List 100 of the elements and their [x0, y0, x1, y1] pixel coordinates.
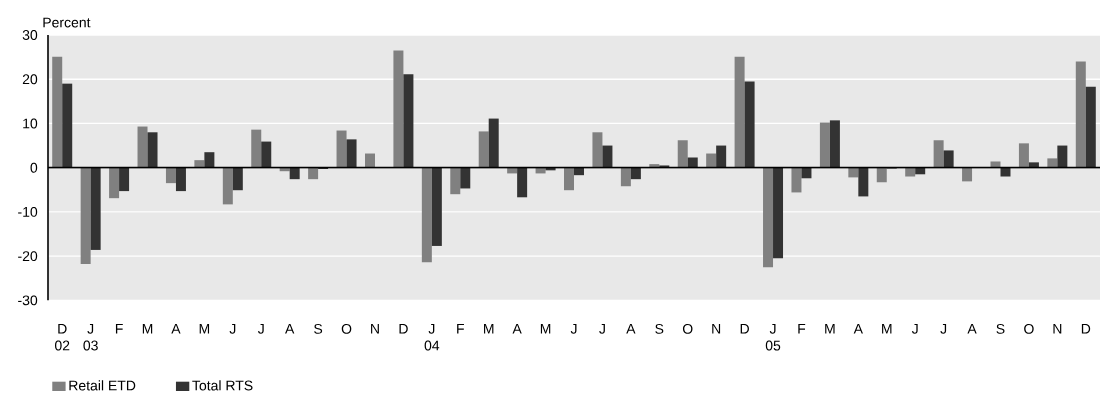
bar [1028, 162, 1039, 168]
y-tick-label: -10 [18, 206, 38, 217]
y-axis-title: Percent [43, 17, 91, 28]
x-tick-label: D [1081, 323, 1091, 334]
bar [848, 167, 859, 178]
bar [261, 141, 272, 168]
bar [450, 167, 461, 195]
bar [175, 167, 186, 192]
y-tick-label: -30 [18, 295, 38, 306]
y-tick-label: 20 [22, 74, 38, 85]
x-tick-label: O [682, 323, 693, 334]
bar [962, 167, 973, 182]
bar [194, 160, 205, 168]
bar [62, 83, 73, 168]
y-tick-label: 10 [23, 118, 38, 129]
x-tick-label: S [655, 323, 664, 334]
bar [716, 145, 727, 168]
x-tick-label: N [1053, 323, 1062, 334]
bar [990, 161, 1001, 168]
x-tick-label: N [371, 323, 379, 334]
bar [421, 167, 432, 263]
bar [819, 122, 830, 168]
bar [1057, 145, 1068, 168]
x-tick-label: F [115, 323, 123, 334]
x-tick-label: O [341, 323, 352, 334]
x-tick-label: J 05 [765, 323, 781, 351]
bar [460, 167, 471, 189]
legend-label: Total RTS [192, 380, 253, 391]
bar [905, 167, 916, 177]
legend-label: Retail ETD [69, 380, 136, 391]
x-tick-label: F [457, 323, 464, 334]
bar [1047, 158, 1058, 168]
bar [364, 153, 375, 168]
bar [1085, 86, 1096, 168]
bar [517, 167, 528, 198]
bar [308, 167, 319, 180]
bar [943, 150, 954, 168]
bar [564, 167, 574, 191]
bar [592, 132, 603, 168]
bar [620, 167, 631, 187]
bar [80, 167, 91, 265]
x-tick-label: M [142, 323, 153, 334]
x-tick-label: J [940, 323, 947, 334]
x-tick-label: A [967, 323, 977, 334]
x-tick-label: M [825, 323, 835, 334]
bar [915, 167, 926, 175]
x-tick-label: M [540, 323, 551, 334]
bar [773, 167, 784, 259]
x-tick-label: S [314, 323, 323, 334]
bar [933, 140, 944, 168]
x-tick-label: A [626, 323, 636, 334]
bar [393, 50, 404, 168]
bar [763, 167, 774, 268]
bar [734, 56, 745, 168]
x-tick-label: S [996, 323, 1005, 334]
bar [858, 167, 869, 197]
x-tick-label: D [399, 323, 408, 334]
bar [488, 118, 499, 168]
bar [431, 167, 442, 246]
x-tick-label: J 03 [83, 323, 98, 351]
bar [336, 130, 347, 168]
x-tick-label: F [798, 323, 806, 334]
x-tick-label: J [911, 323, 918, 334]
bar [1000, 167, 1011, 177]
bar [109, 167, 120, 199]
x-tick-label: M [484, 323, 494, 334]
bar [801, 167, 812, 179]
bar [52, 56, 63, 168]
bar [478, 131, 489, 168]
x-tick-label: J 04 [424, 323, 440, 351]
y-tick-label: 0 [30, 162, 38, 173]
x-tick-label: N [712, 323, 721, 334]
y-tick-label: -20 [18, 251, 38, 262]
x-tick-label: A [171, 323, 181, 334]
bar [687, 157, 698, 168]
bar [630, 167, 641, 180]
bar [574, 167, 584, 176]
bar [147, 132, 158, 168]
bar [876, 167, 887, 183]
x-tick-label: J [570, 323, 577, 334]
bar [289, 167, 300, 180]
y-tick-label: 30 [22, 30, 38, 40]
bar [346, 139, 357, 168]
bar [119, 167, 130, 192]
bar [744, 81, 755, 168]
x-tick-label: A [853, 323, 863, 334]
bar [1018, 143, 1029, 168]
bar [251, 129, 262, 168]
bar [829, 120, 840, 168]
bar [232, 167, 243, 191]
x-tick-label: D [740, 323, 749, 334]
bar [706, 153, 717, 168]
x-tick-label: A [285, 323, 295, 334]
bar [90, 167, 101, 250]
x-tick-label: J [257, 323, 264, 334]
bar [602, 145, 613, 168]
bar [137, 126, 148, 168]
x-tick-label: O [1024, 323, 1034, 334]
bar [1075, 61, 1086, 168]
bar [403, 74, 414, 168]
